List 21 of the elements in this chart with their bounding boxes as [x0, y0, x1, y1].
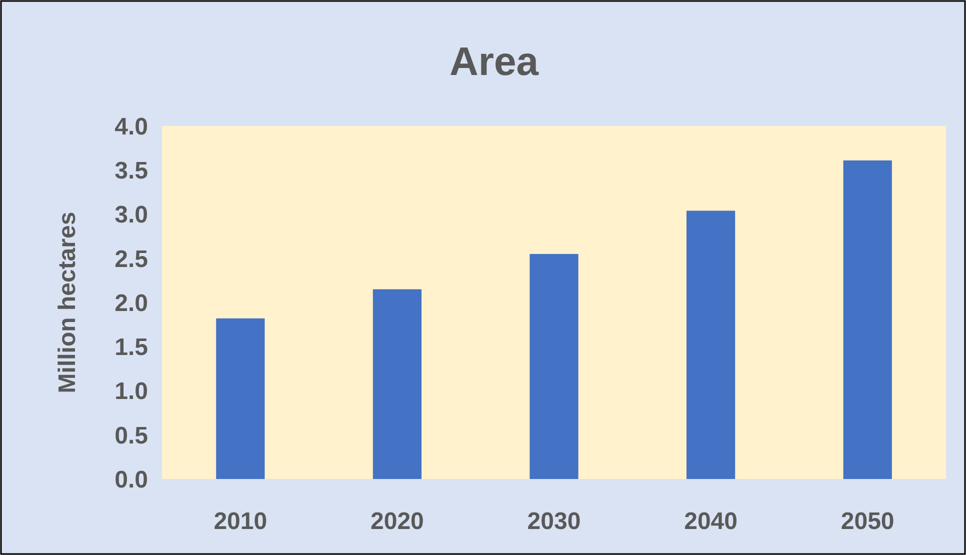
y-tick-label: 1.0 [114, 378, 148, 406]
bar [530, 254, 578, 479]
x-tick-label: 2050 [840, 508, 894, 535]
chart-title: Area [450, 40, 540, 84]
y-tick-label: 1.5 [114, 334, 148, 362]
bar [216, 318, 265, 479]
x-tick-label: 2040 [684, 508, 738, 535]
x-tick-label: 2020 [370, 508, 424, 535]
bar [372, 289, 422, 479]
y-tick-label: 4.0 [114, 113, 148, 140]
y-tick-label: 0.0 [114, 466, 148, 494]
y-tick-label: 0.5 [114, 422, 148, 450]
y-tick-label: 2.5 [114, 246, 148, 273]
x-tick-label: 2030 [527, 508, 581, 535]
y-axis-title: Million hectares [54, 212, 81, 394]
y-tick-label: 3.0 [114, 202, 148, 229]
x-tick-label: 2010 [214, 508, 268, 535]
bar [686, 210, 736, 479]
y-tick-label: 3.5 [114, 158, 148, 185]
y-tick-label: 2.0 [114, 290, 148, 317]
bar [843, 160, 892, 479]
